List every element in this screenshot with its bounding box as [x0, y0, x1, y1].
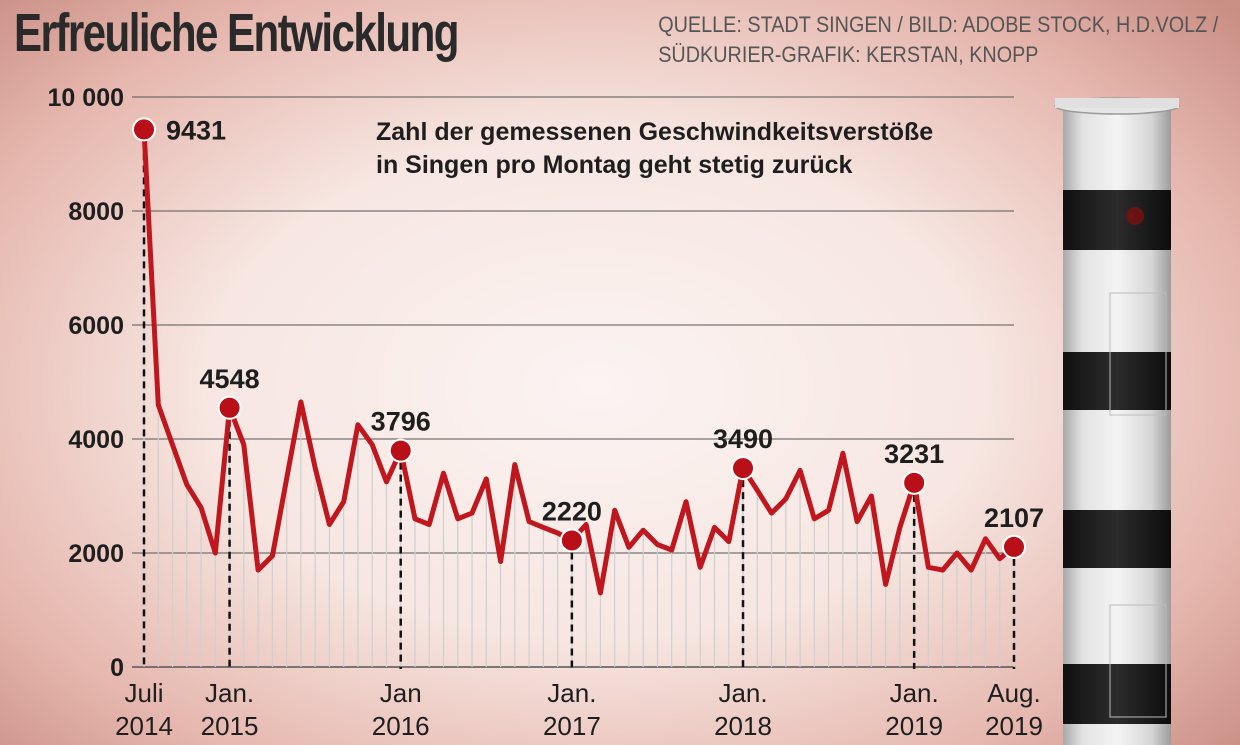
highlight-point [388, 438, 413, 463]
source-credit: QUELLE: STADT SINGEN / BILD: ADOBE STOCK… [658, 10, 1218, 70]
value-droplines [143, 129, 1015, 667]
y-tick-label: 2000 [68, 540, 124, 568]
x-tick-labels: Juli2014Jan.2015Jan2016Jan.2017Jan.2018J… [115, 678, 1043, 741]
x-tick-label-month: Jan. [205, 678, 254, 708]
y-tick-label: 6000 [68, 312, 124, 340]
y-tick-label: 8000 [68, 198, 124, 226]
y-tick-labels: 0 2000 4000 6000 8000 10 000 [48, 84, 124, 682]
x-tick-label-month: Jan. [890, 678, 939, 708]
chart-title: Erfreuliche Entwicklung [14, 3, 459, 63]
y-tick-label: 10 000 [48, 84, 124, 112]
x-tick-label-year: 2019 [985, 711, 1043, 741]
x-tick-label-year: 2014 [115, 711, 173, 741]
data-label: 2220 [542, 496, 602, 526]
highlight-point [902, 470, 927, 495]
highlight-point [731, 456, 756, 481]
x-tick-label-month: Jan [380, 678, 422, 708]
x-tick-label-year: 2015 [201, 711, 259, 741]
chart-subtitle-line-1: Zahl der gemessenen Geschwindkeitsverstö… [376, 118, 933, 146]
source-line-2: SÜDKURIER-GRAFIK: KERSTAN, KNOPP [657, 42, 1039, 67]
y-tick-label: 4000 [68, 426, 124, 454]
x-tick-label-year: 2017 [543, 711, 601, 741]
source-line-1: QUELLE: STADT SINGEN / BILD: ADOBE STOCK… [657, 12, 1218, 37]
x-tick-label-month: Aug. [987, 678, 1041, 708]
chart-subtitle-line-2: in Singen pro Montag geht stetig zurück [376, 151, 852, 179]
x-tick-label-month: Juli [124, 678, 163, 708]
x-tick-label-year: 2018 [714, 711, 772, 741]
data-label: 2107 [984, 503, 1044, 533]
highlight-dashed-lines [142, 129, 1016, 669]
y-tick-label: 0 [110, 654, 124, 682]
data-label: 3796 [371, 407, 431, 437]
speed-camera-pillar-image [1054, 97, 1180, 745]
data-label: 9431 [166, 115, 226, 145]
data-label: 3490 [713, 424, 773, 454]
x-tick-label-month: Jan. [547, 678, 596, 708]
data-label: 3231 [884, 439, 944, 469]
x-tick-label-year: 2019 [885, 711, 943, 741]
highlight-point [217, 395, 242, 420]
highlight-points [132, 117, 1026, 559]
highlight-point [559, 528, 584, 553]
data-labels: 9431 4548 3796 2220 3490 3231 2107 [166, 115, 1044, 532]
highlight-point [132, 117, 156, 142]
x-tick-label-year: 2016 [372, 711, 430, 741]
highlight-point [1002, 534, 1026, 559]
data-label: 4548 [200, 364, 260, 394]
x-tick-label-month: Jan. [718, 678, 767, 708]
